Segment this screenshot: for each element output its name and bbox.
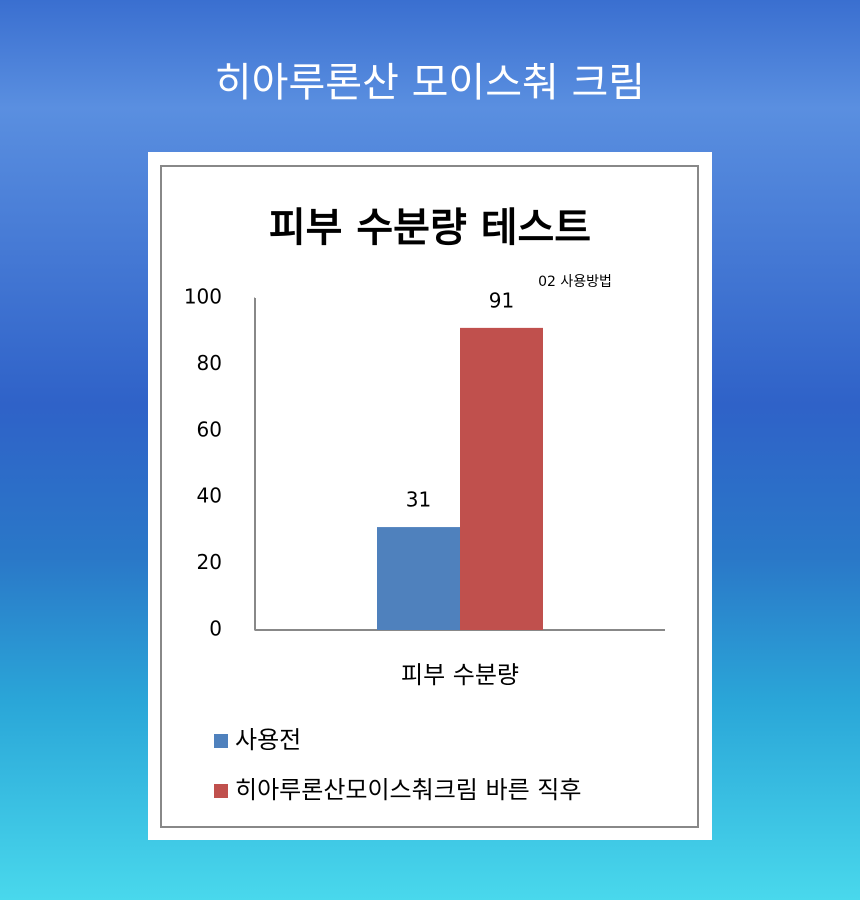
chart-frame	[148, 152, 712, 840]
y-tick-label: 0	[209, 617, 222, 641]
legend-swatch	[214, 784, 228, 798]
chart-title: 피부 수분량 테스트	[269, 205, 591, 251]
legend-label: 히아루론산모이스춰크림 바른 직후	[235, 776, 581, 804]
data-label: 91	[489, 288, 514, 312]
bar	[377, 527, 460, 630]
page-title: 히아루론산 모이스춰 크림	[214, 60, 646, 106]
y-tick-label: 20	[197, 550, 222, 574]
y-tick-label: 80	[197, 351, 222, 375]
y-tick-label: 100	[184, 285, 222, 309]
data-label: 31	[406, 488, 431, 512]
bar	[460, 327, 543, 630]
y-tick-label: 40	[197, 484, 222, 508]
y-tick-label: 60	[197, 417, 222, 441]
annotation: 02 사용방법	[538, 274, 612, 290]
legend-swatch	[214, 734, 228, 748]
chart-border	[160, 165, 699, 828]
x-tick-label: 피부 수분량	[401, 661, 519, 689]
legend-label: 사용전	[235, 726, 301, 754]
